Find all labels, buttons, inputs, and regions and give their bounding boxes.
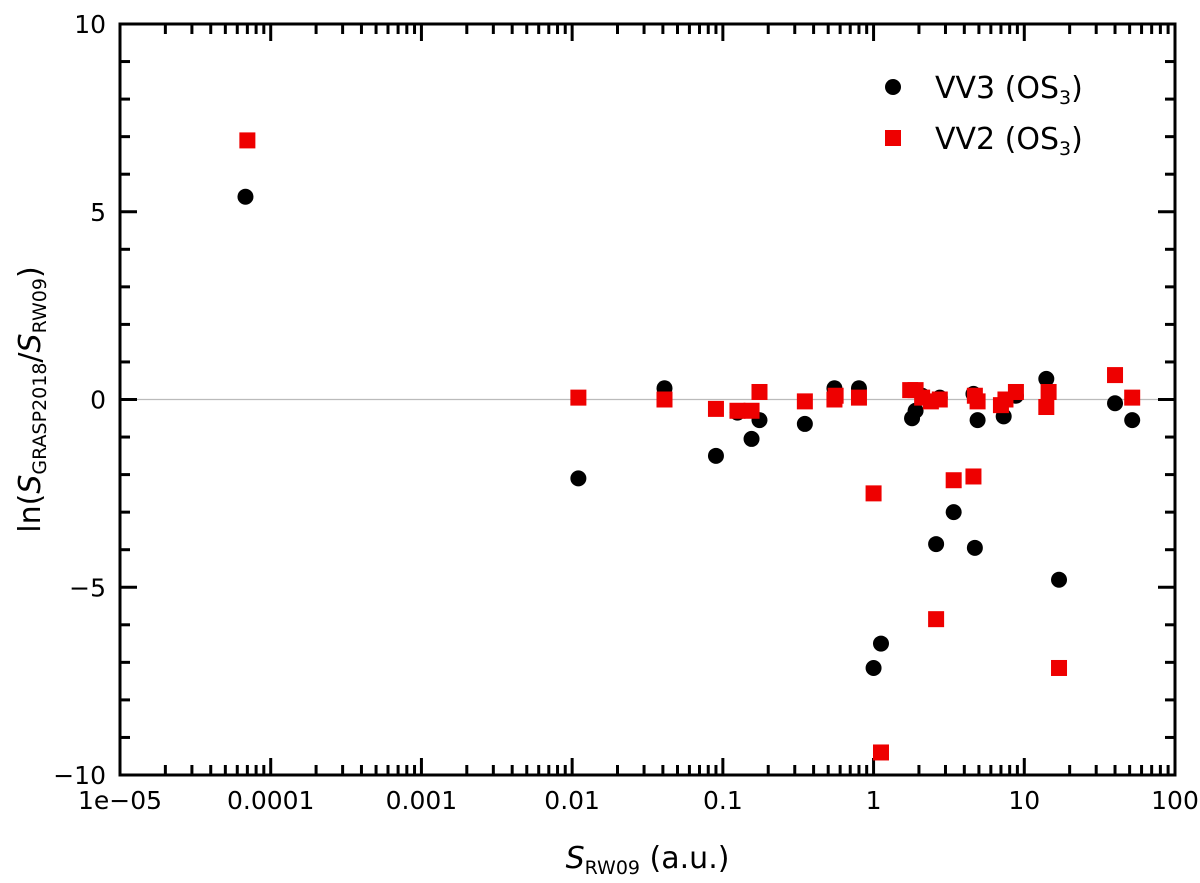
legend: VV3 (OS3) VV2 (OS3) xyxy=(885,71,1083,160)
y-tick-label: −5 xyxy=(69,573,106,602)
data-point-square xyxy=(928,611,945,628)
x-axis-title-subscript: RW09 xyxy=(585,857,640,879)
y-axis-title: ln(SGRASP2018/SRW09) xyxy=(13,266,51,532)
points-layer xyxy=(237,132,1141,761)
legend-label-vv3-main: VV3 (OS xyxy=(935,71,1059,106)
legend-marker-vv3 xyxy=(885,79,901,95)
legend-label-vv3: VV3 (OS3) xyxy=(935,71,1083,109)
data-point-square xyxy=(239,132,256,149)
data-point-square xyxy=(1007,383,1024,400)
y-tick-label: 0 xyxy=(90,386,106,415)
x-tick-label: 1 xyxy=(866,786,882,815)
x-tick-label: 100 xyxy=(1151,786,1199,815)
data-point-square xyxy=(1038,399,1055,416)
x-tick-label: 10 xyxy=(1008,786,1040,815)
data-point-circle xyxy=(907,402,924,419)
y-tick-label: 5 xyxy=(90,198,106,227)
data-point-square xyxy=(729,402,746,419)
x-tick-label: 0.001 xyxy=(386,786,458,815)
y-axis-title-symbol1: S xyxy=(13,475,48,494)
legend-label-vv3-sub: 3 xyxy=(1059,87,1071,109)
data-point-circle xyxy=(969,412,986,429)
x-tick-label: 1e−05 xyxy=(78,786,162,815)
data-point-square xyxy=(872,744,889,761)
data-point-square xyxy=(1040,383,1057,400)
legend-marker-vv2 xyxy=(885,130,901,146)
y-tick-label: −10 xyxy=(53,761,106,790)
data-point-circle xyxy=(570,470,587,487)
data-point-square xyxy=(1107,367,1124,384)
y-axis-title-subscript1: GRASP2018 xyxy=(29,363,51,475)
data-point-circle xyxy=(237,188,254,205)
legend-label-vv2-sub: 3 xyxy=(1059,138,1071,160)
data-point-circle xyxy=(1124,412,1141,429)
x-axis-title: SRW09 (a.u.) xyxy=(566,841,730,879)
x-tick-label: 0.01 xyxy=(544,786,600,815)
data-point-square xyxy=(827,387,844,404)
data-point-circle xyxy=(966,539,983,556)
data-point-square xyxy=(656,391,673,408)
y-axis-title-symbol2: S xyxy=(13,333,48,352)
data-point-square xyxy=(1124,389,1141,406)
data-point-circle xyxy=(1038,370,1055,387)
data-point-square xyxy=(1051,659,1068,676)
data-point-square xyxy=(743,402,760,419)
ticks-layer xyxy=(118,22,1177,777)
x-tick-label: 0.0001 xyxy=(227,786,314,815)
data-point-square xyxy=(707,400,724,417)
data-point-square xyxy=(796,393,813,410)
series-circle-0 xyxy=(237,188,1141,676)
legend-label-vv2-end: ) xyxy=(1071,122,1083,157)
y-axis-title-subscript2: RW09 xyxy=(29,278,51,333)
data-point-square xyxy=(945,472,962,489)
data-point-circle xyxy=(707,447,724,464)
data-point-circle xyxy=(865,659,882,676)
data-point-square xyxy=(751,383,768,400)
tick-labels: 1e−05 0.0001 0.001 0.01 0.1 1 10 100 10 5 0 −5 −10 xyxy=(53,10,1199,815)
y-tick-label: 10 xyxy=(74,10,106,39)
y-axis-title-suffix: ) xyxy=(13,266,48,278)
data-point-circle xyxy=(945,504,962,521)
data-point-circle xyxy=(872,635,889,652)
data-point-circle xyxy=(928,536,945,553)
data-point-square xyxy=(865,485,882,502)
legend-label-vv2-main: VV2 (OS xyxy=(935,122,1059,157)
data-point-circle xyxy=(1107,395,1124,412)
y-axis-title-slash: / xyxy=(13,352,48,363)
x-axis-title-symbol: S xyxy=(566,841,585,876)
plot-frame xyxy=(118,22,1177,777)
data-point-circle xyxy=(1051,571,1068,588)
y-axis-title-prefix: ln( xyxy=(13,494,48,533)
data-point-circle xyxy=(796,415,813,432)
legend-label-vv2: VV2 (OS3) xyxy=(935,122,1083,160)
x-axis-title-units: (a.u.) xyxy=(640,841,729,876)
data-point-square xyxy=(570,389,587,406)
data-point-square xyxy=(969,393,986,410)
series-square-1 xyxy=(239,132,1141,761)
legend-label-vv3-end: ) xyxy=(1071,71,1083,106)
x-tick-label: 0.1 xyxy=(703,786,743,815)
data-point-circle xyxy=(743,430,760,447)
data-point-square xyxy=(931,391,948,408)
data-point-square xyxy=(965,468,982,485)
data-point-square xyxy=(850,389,867,406)
